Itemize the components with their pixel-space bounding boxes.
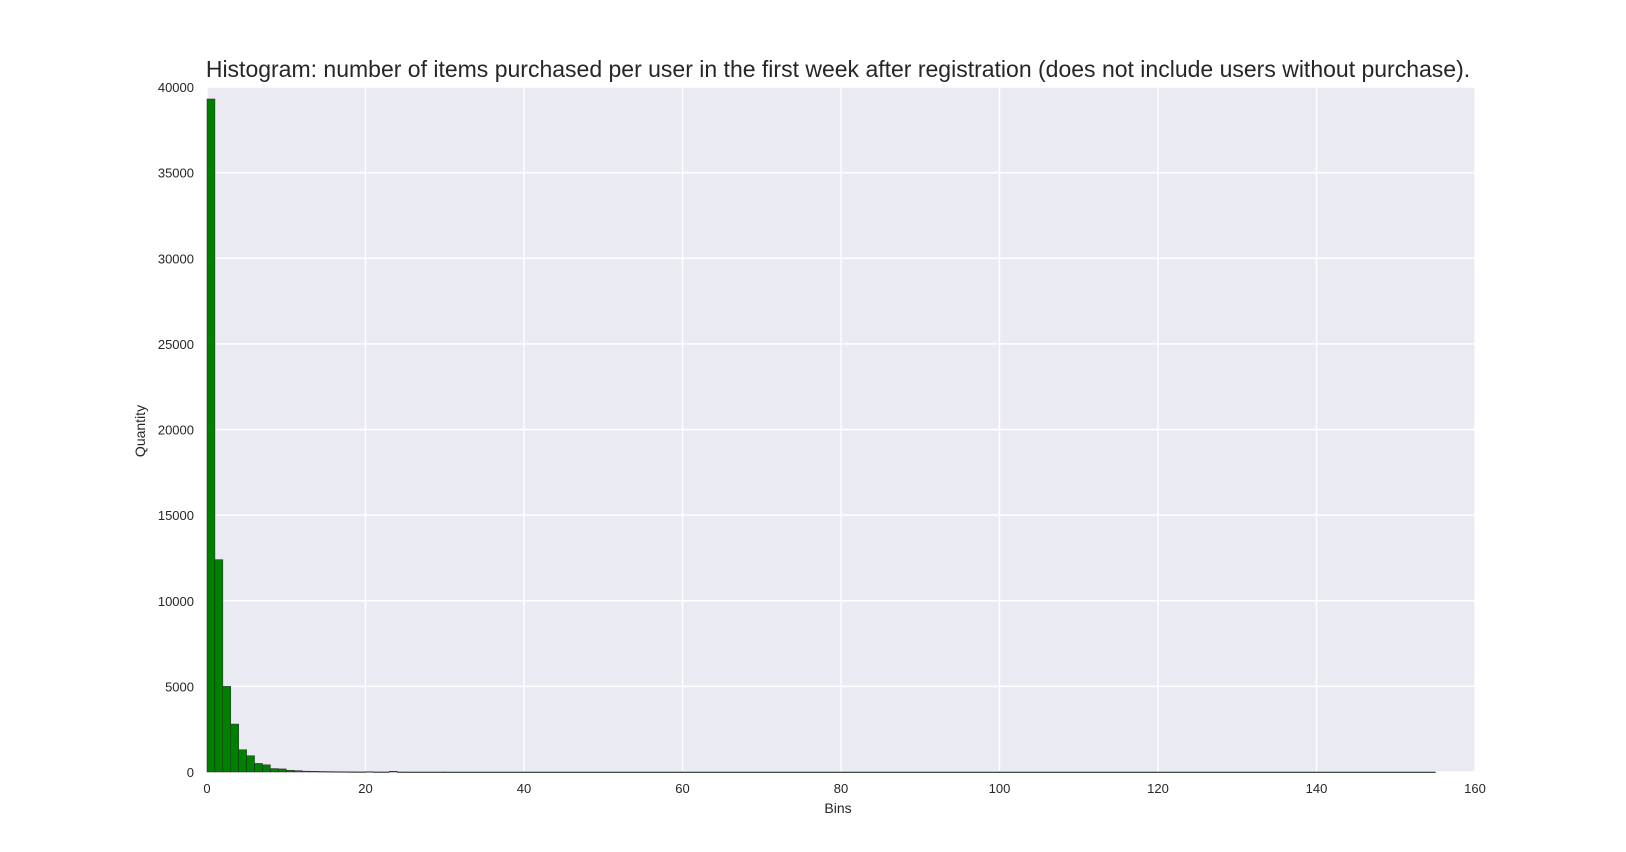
histogram-bar	[444, 771, 525, 773]
x-tick-label: 40	[517, 781, 531, 796]
histogram-bar	[286, 770, 295, 773]
histogram-bar	[357, 771, 366, 773]
y-tick-label: 15000	[158, 508, 194, 523]
x-tick-label: 160	[1464, 781, 1486, 796]
histogram-bar	[222, 686, 232, 773]
histogram-bar	[238, 749, 247, 773]
histogram-bar	[389, 771, 398, 773]
y-axis-ticks: 0 5000 10000 15000 20000 25000 30000 35000 40000	[158, 80, 194, 780]
histogram-bar	[270, 768, 279, 773]
histogram-bar	[230, 723, 239, 773]
histogram-bar	[396, 771, 406, 773]
x-axis-label: Bins	[824, 800, 851, 816]
x-tick-label: 120	[1147, 781, 1169, 796]
x-axis-ticks: 0 20 40 60 80 100 120 140 160	[203, 781, 1485, 796]
histogram-bar	[309, 771, 319, 773]
histogram-bar	[325, 771, 335, 773]
x-tick-label: 20	[358, 781, 372, 796]
histogram-bar	[999, 771, 1436, 773]
x-tick-label: 0	[203, 781, 210, 796]
histogram-bar	[206, 98, 216, 773]
y-tick-label: 25000	[158, 337, 194, 352]
histogram-bar	[341, 771, 350, 773]
histogram-bars	[206, 98, 1436, 773]
histogram-bar	[254, 763, 263, 773]
chart-title: Histogram: number of items purchased per…	[206, 56, 1470, 82]
histogram-bar	[278, 768, 287, 773]
x-tick-label: 80	[834, 781, 848, 796]
y-axis-label: Quantity	[132, 405, 148, 457]
histogram-bar	[293, 770, 303, 773]
y-tick-label: 35000	[158, 166, 194, 181]
histogram-bar	[262, 764, 271, 773]
x-tick-label: 100	[989, 781, 1011, 796]
histogram-bar	[523, 771, 683, 773]
histogram-bar	[381, 771, 390, 773]
histogram-bar	[349, 771, 358, 773]
histogram-bar	[682, 771, 1000, 773]
y-tick-label: 10000	[158, 594, 194, 609]
histogram-bar	[404, 771, 445, 773]
y-tick-label: 20000	[158, 423, 194, 438]
y-tick-label: 40000	[158, 80, 194, 95]
histogram-bar	[214, 559, 224, 773]
histogram-bar	[365, 771, 374, 773]
histogram-bar	[246, 755, 255, 773]
y-tick-label: 5000	[165, 679, 194, 694]
y-tick-label: 30000	[158, 251, 194, 266]
y-tick-label: 0	[187, 765, 194, 780]
histogram-bar	[317, 771, 327, 773]
histogram-bar	[333, 771, 342, 773]
histogram-bar	[373, 771, 382, 773]
x-tick-label: 140	[1306, 781, 1328, 796]
histogram-bar	[301, 770, 311, 773]
x-tick-label: 60	[675, 781, 689, 796]
